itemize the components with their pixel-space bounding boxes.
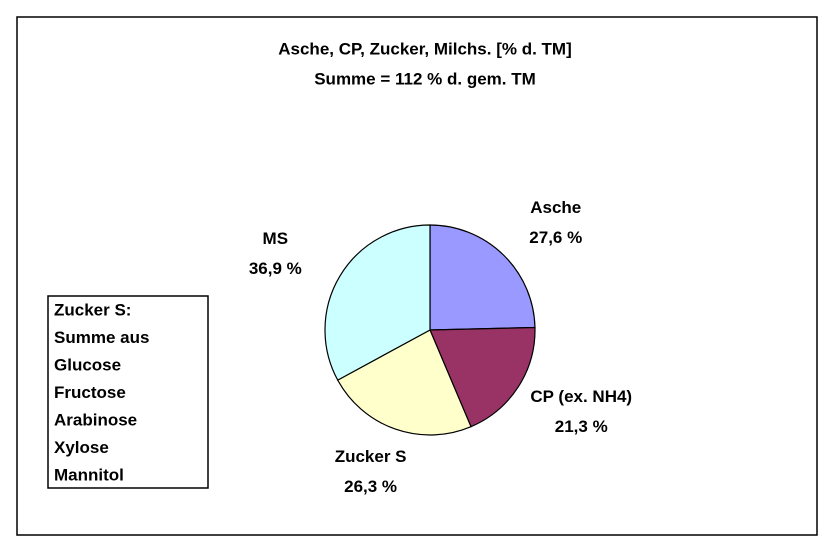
annotation-line: Summe aus [54, 328, 149, 347]
chart-subtitle: Summe = 112 % d. gem. TM [314, 69, 536, 88]
slice-label: CP (ex. NH4) [530, 387, 632, 406]
pie-slice [429, 326, 536, 428]
value-label: 27,6 % [529, 228, 582, 247]
slice-label: MS [263, 229, 289, 248]
slice-label: Zucker S [335, 447, 407, 466]
pie-slice [336, 329, 472, 436]
annotation-line: Arabinose [54, 410, 137, 429]
annotation-box [47, 295, 209, 489]
annotation-line: Mannitol [54, 465, 124, 484]
value-label: 36,9 % [249, 259, 302, 278]
pie-slice [429, 224, 536, 331]
chart-title: Asche, CP, Zucker, Milchs. [% d. TM] [278, 39, 571, 58]
value-label: 26,3 % [344, 477, 397, 496]
slice-label: Asche [530, 198, 581, 217]
annotation-line: Fructose [54, 383, 126, 402]
value-label: 21,3 % [555, 417, 608, 436]
annotation-line: Zucker S: [54, 300, 131, 319]
pie-slice [324, 224, 431, 381]
annotation-line: Glucose [54, 355, 121, 374]
annotation-line: Xylose [54, 438, 109, 457]
